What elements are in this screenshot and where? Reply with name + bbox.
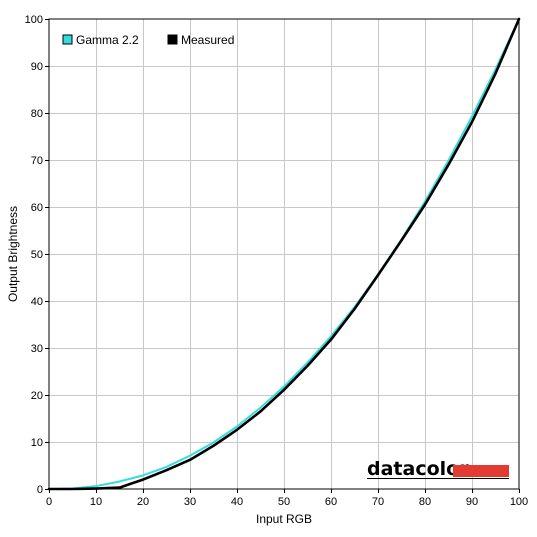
y-tick-label: 60 (31, 202, 43, 214)
y-tick-label: 80 (31, 108, 43, 120)
x-tick-label: 80 (419, 496, 431, 508)
x-tick-label: 60 (325, 496, 337, 508)
axis-ticks: 0 10 20 30 40 50 60 70 80 90 100 0 10 20 30 40 50 60 70 80 9… (25, 14, 529, 508)
y-tick-label: 100 (25, 14, 43, 26)
legend-swatch-gamma (62, 34, 73, 45)
x-tick-label: 10 (90, 496, 102, 508)
series-layer (47, 17, 521, 491)
y-tick-label: 0 (37, 484, 43, 496)
grid (49, 19, 519, 489)
y-tick-label: 10 (31, 437, 43, 449)
legend-label-gamma: Gamma 2.2 (76, 33, 139, 47)
x-tick-label: 0 (46, 496, 52, 508)
y-tick-label: 40 (31, 296, 43, 308)
x-axis-title: Input RGB (256, 512, 312, 526)
x-tick-label: 20 (137, 496, 149, 508)
x-tick-label: 50 (278, 496, 290, 508)
datacolor-logo-text: datacolor (367, 458, 469, 480)
y-tick-label: 50 (31, 249, 43, 261)
datacolor-logo: datacolor (367, 458, 509, 480)
y-tick-label: 30 (31, 343, 43, 355)
y-tick-label: 90 (31, 61, 43, 73)
x-tick-label: 40 (231, 496, 243, 508)
legend-swatch-measured (167, 34, 178, 45)
datacolor-logo-bar (453, 465, 509, 477)
legend-label-measured: Measured (181, 33, 234, 47)
legend-item-measured: Measured (167, 33, 234, 47)
y-tick-label: 20 (31, 390, 43, 402)
y-tick-label: 70 (31, 155, 43, 167)
x-tick-label: 90 (466, 496, 478, 508)
y-axis-title: Output Brightness (6, 206, 20, 302)
legend-item-gamma: Gamma 2.2 (62, 33, 139, 47)
x-tick-label: 100 (510, 496, 528, 508)
series-line-measured (47, 17, 521, 491)
series-line-gamma-2-2 (48, 18, 520, 490)
x-tick-label: 70 (372, 496, 384, 508)
x-tick-label: 30 (184, 496, 196, 508)
legend: Gamma 2.2 Measured (62, 33, 234, 47)
